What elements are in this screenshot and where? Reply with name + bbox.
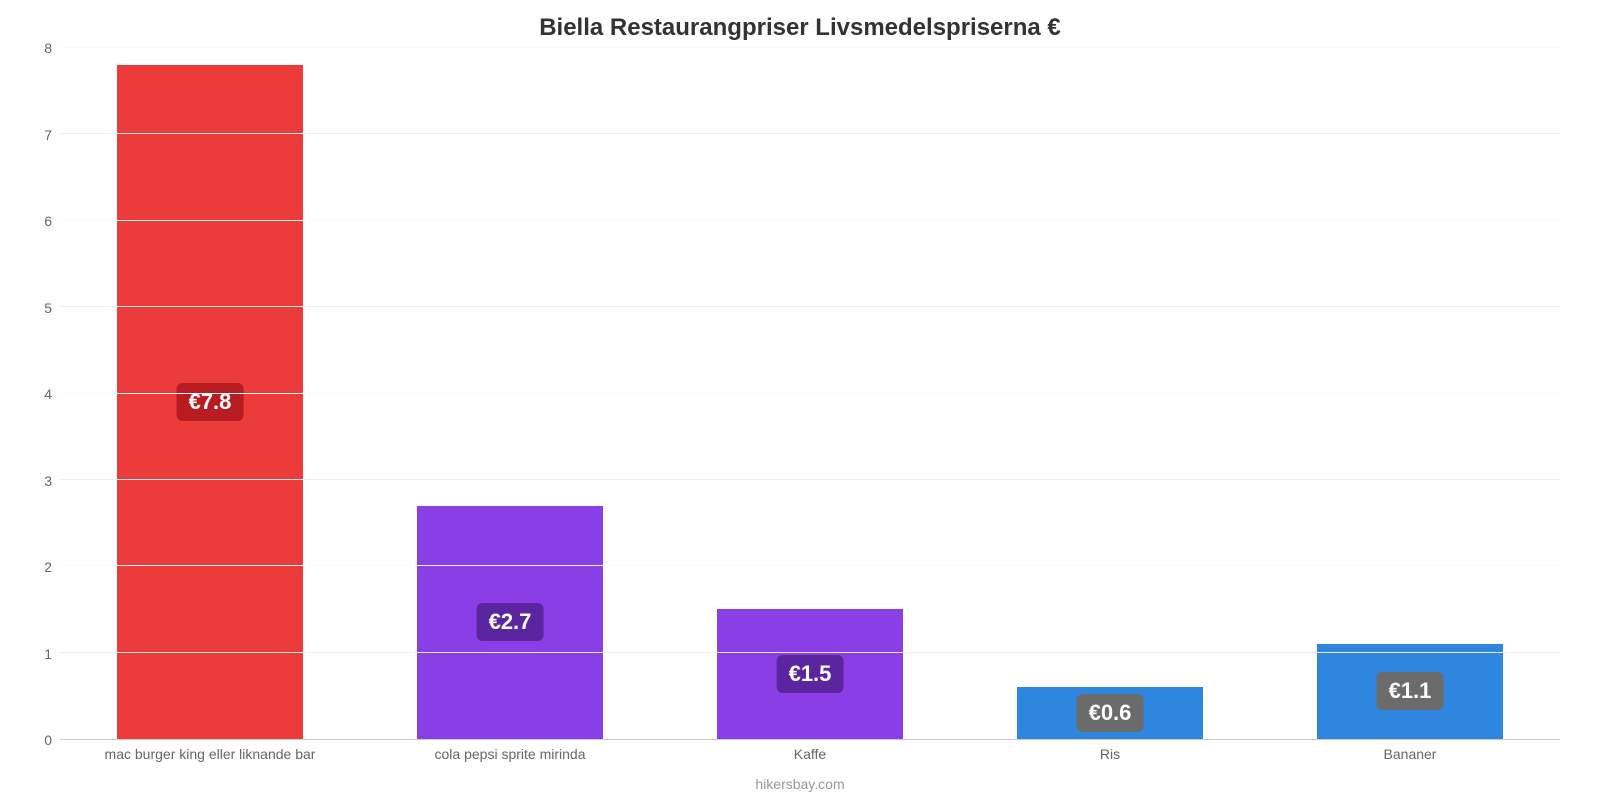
- price-bar-chart: Biella Restaurangpriser Livsmedelspriser…: [0, 0, 1600, 800]
- x-tick-label: Ris: [1100, 746, 1120, 762]
- y-tick-label: 4: [44, 386, 52, 402]
- chart-footer: hikersbay.com: [0, 776, 1600, 792]
- x-tick-label: Bananer: [1384, 746, 1437, 762]
- grid-line: [60, 133, 1560, 134]
- grid-line: [60, 565, 1560, 566]
- chart-title: Biella Restaurangpriser Livsmedelspriser…: [0, 0, 1600, 48]
- plot-row: 012345678 €7.8€2.7€1.5€0.6€1.1: [0, 48, 1600, 740]
- bar-value-label: €2.7: [477, 603, 544, 641]
- plot-area: €7.8 €2.7 €1.5 €0.6 €1.1: [60, 48, 1560, 740]
- y-tick-label: 2: [44, 559, 52, 575]
- y-tick-label: 8: [44, 40, 52, 56]
- y-tick-label: 6: [44, 213, 52, 229]
- bar-value-label: €7.8: [177, 383, 244, 421]
- bar-value-label: €0.6: [1077, 694, 1144, 732]
- bar-value-label: €1.5: [777, 655, 844, 693]
- y-axis: 012345678: [0, 48, 60, 740]
- x-tick-label: mac burger king eller liknande bar: [105, 746, 316, 762]
- x-tick-label: cola pepsi sprite mirinda: [435, 746, 586, 762]
- grid-line: [60, 652, 1560, 653]
- grid-line: [60, 306, 1560, 307]
- y-tick-label: 3: [44, 473, 52, 489]
- grid-line: [60, 393, 1560, 394]
- y-tick-label: 1: [44, 646, 52, 662]
- bar-value-label: €1.1: [1377, 672, 1444, 710]
- y-tick-label: 5: [44, 300, 52, 316]
- grid-line: [60, 479, 1560, 480]
- grid-line: [60, 220, 1560, 221]
- x-tick-label: Kaffe: [794, 746, 826, 762]
- bars-layer: €7.8 €2.7 €1.5 €0.6 €1.1: [60, 48, 1560, 739]
- grid-line: [60, 47, 1560, 48]
- y-tick-label: 7: [44, 127, 52, 143]
